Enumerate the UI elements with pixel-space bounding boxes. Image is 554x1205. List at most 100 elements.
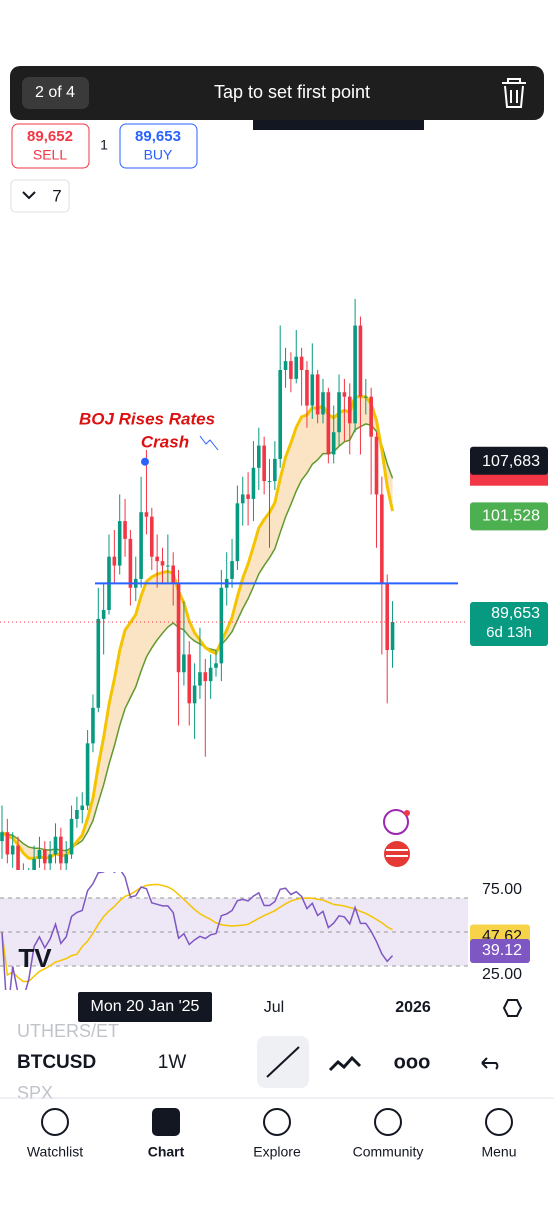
sell-button[interactable] — [11, 123, 90, 169]
nav-icon — [41, 1108, 69, 1136]
candle-body — [337, 392, 341, 433]
buy-label: BUY — [144, 147, 173, 163]
candle-body — [251, 467, 256, 499]
candle-body — [326, 392, 331, 455]
more-icon[interactable]: ooo — [394, 1051, 431, 1073]
rsi-label: 39.12 — [482, 942, 522, 959]
quantity: 1 — [100, 137, 108, 153]
toast-message: Tap to set first point — [214, 82, 370, 102]
symbol[interactable]: BTCUSD — [17, 1052, 96, 1073]
candle-body — [240, 494, 245, 504]
annotation-icon — [199, 435, 219, 451]
candle-body — [385, 583, 389, 651]
crosshair-date: Mon 20 Jan '25 — [91, 998, 200, 1015]
nav-item[interactable]: Menu — [481, 1108, 517, 1160]
logo: TV — [18, 943, 52, 973]
candle-body — [198, 672, 202, 686]
line-icon — [266, 1046, 300, 1078]
pattern-icon[interactable] — [328, 1055, 362, 1072]
crosshair-date-bg — [78, 992, 212, 1022]
counter-pill — [22, 77, 89, 109]
candle-body — [128, 538, 133, 588]
candle-body — [16, 845, 20, 870]
candle-body — [273, 458, 277, 482]
candle-body — [182, 654, 186, 673]
candle-body — [43, 850, 47, 864]
candle-body — [10, 845, 15, 855]
last-price-bg — [470, 601, 548, 646]
candle-body — [257, 445, 261, 468]
candle-body — [246, 494, 250, 499]
indicators-count: 7 — [52, 186, 61, 205]
candle-body — [53, 836, 58, 855]
candle-body — [91, 707, 95, 744]
chevron — [22, 191, 36, 200]
candle-body — [235, 503, 240, 562]
buy-price: 89,653 — [135, 128, 181, 145]
settings-icon[interactable] — [502, 999, 523, 1017]
last-price-label: 89,653 — [491, 605, 540, 622]
x-tick-label: 2026 — [395, 999, 431, 1016]
annotation: Crash — [141, 432, 189, 451]
candle-body — [364, 396, 368, 398]
candle-body — [219, 587, 224, 664]
candle-body — [160, 561, 165, 566]
candle-body — [96, 618, 101, 708]
candle-body — [123, 521, 127, 539]
candle-body — [101, 610, 106, 619]
candle-body — [171, 565, 175, 584]
candle-body — [380, 494, 384, 584]
candle-body — [69, 818, 74, 855]
nav-item[interactable]: Chart — [148, 1108, 185, 1160]
candle-body — [289, 361, 293, 379]
candle-body — [331, 432, 336, 455]
candle-body — [144, 512, 149, 517]
candle-body — [347, 396, 352, 424]
nav-label: Explore — [253, 1144, 301, 1160]
candle-body — [310, 374, 315, 406]
candle-body — [5, 832, 10, 855]
nav-item[interactable]: Explore — [253, 1108, 301, 1160]
nav-icon — [374, 1108, 402, 1136]
indicators-toggle[interactable] — [10, 179, 70, 213]
candle-body — [374, 436, 379, 495]
candle-body — [353, 325, 357, 424]
symbol-prev: UTHERS/ET — [17, 1021, 119, 1041]
candle-body — [117, 521, 122, 566]
widget-icons[interactable] — [383, 809, 410, 867]
candle-body — [187, 654, 192, 704]
interval[interactable]: 1W — [158, 1052, 187, 1073]
candle-body — [230, 561, 234, 579]
candle-body — [390, 621, 395, 651]
crosshair-dot — [141, 457, 149, 466]
candle-body — [342, 392, 347, 397]
buy-button[interactable] — [119, 123, 198, 169]
countdown: 6d 13h — [486, 624, 532, 641]
rsi-label-bg — [470, 938, 530, 963]
rsi-ma — [1, 883, 393, 983]
nav-icon — [152, 1108, 180, 1136]
nav-label: Watchlist — [27, 1144, 83, 1160]
undo-icon[interactable] — [481, 1057, 499, 1070]
rsi-tick-label: 75.00 — [482, 881, 522, 898]
candle-body — [75, 810, 79, 819]
nav-item[interactable]: Watchlist — [27, 1108, 83, 1160]
trash-icon[interactable] — [502, 78, 526, 108]
candle-body — [192, 685, 197, 704]
x-tick-label: Jul — [264, 999, 284, 1016]
nav-icon — [485, 1108, 513, 1136]
ma-label-bg — [470, 502, 548, 531]
nav-label: Menu — [481, 1144, 516, 1160]
candle-body — [22, 877, 26, 890]
nav-item[interactable]: Community — [353, 1108, 424, 1160]
candle-body — [299, 356, 304, 371]
candle-body — [305, 370, 309, 406]
sell-price: 89,652 — [27, 128, 73, 145]
candle-body — [166, 565, 170, 567]
candle-body — [48, 854, 52, 864]
candle-body — [208, 667, 213, 682]
rsi-tick-label: 25.00 — [482, 966, 522, 983]
candle-body — [32, 858, 36, 870]
candle-body — [59, 836, 63, 864]
